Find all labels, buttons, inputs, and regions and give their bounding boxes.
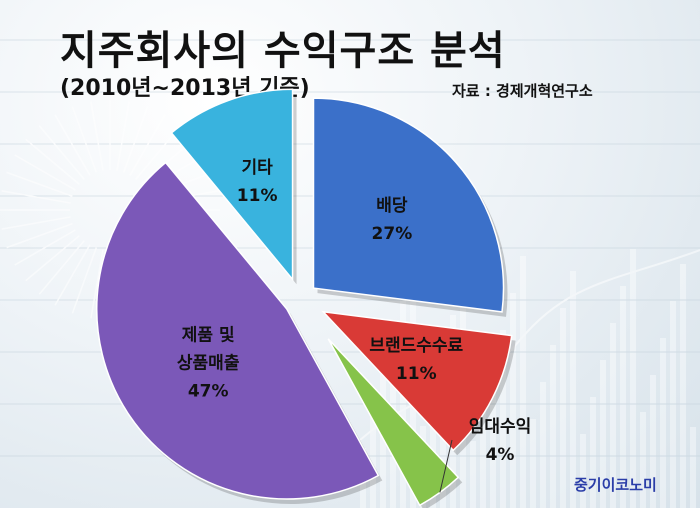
chart-title: 지주회사의 수익구조 분석 bbox=[60, 28, 506, 74]
slice-label: 제품 및 bbox=[182, 325, 235, 345]
slice-percent-label: 47% bbox=[188, 381, 229, 401]
brand-logo-text: 중기이코노미 bbox=[574, 476, 657, 494]
pie-slice-2 bbox=[321, 310, 513, 452]
slice-percent-label: 4% bbox=[486, 445, 515, 465]
source-note: 자료 : 경제개혁연구소 bbox=[452, 82, 593, 100]
slice-percent-label: 11% bbox=[237, 186, 278, 206]
slice-label: 상품매출 bbox=[177, 353, 240, 373]
pie-slice-4 bbox=[96, 161, 380, 500]
slice-percent-label: 11% bbox=[396, 364, 437, 384]
slice-label: 임대수익 bbox=[469, 416, 532, 437]
leader-line bbox=[439, 439, 453, 493]
pie-slice-1 bbox=[312, 97, 505, 313]
slice-label: 기타 bbox=[242, 158, 274, 178]
slice-label: 배당 bbox=[376, 196, 408, 216]
slice-percent-label: 27% bbox=[372, 224, 413, 244]
slice-label: 브랜드수수료 bbox=[369, 336, 463, 356]
pie-slice-5 bbox=[170, 88, 294, 282]
